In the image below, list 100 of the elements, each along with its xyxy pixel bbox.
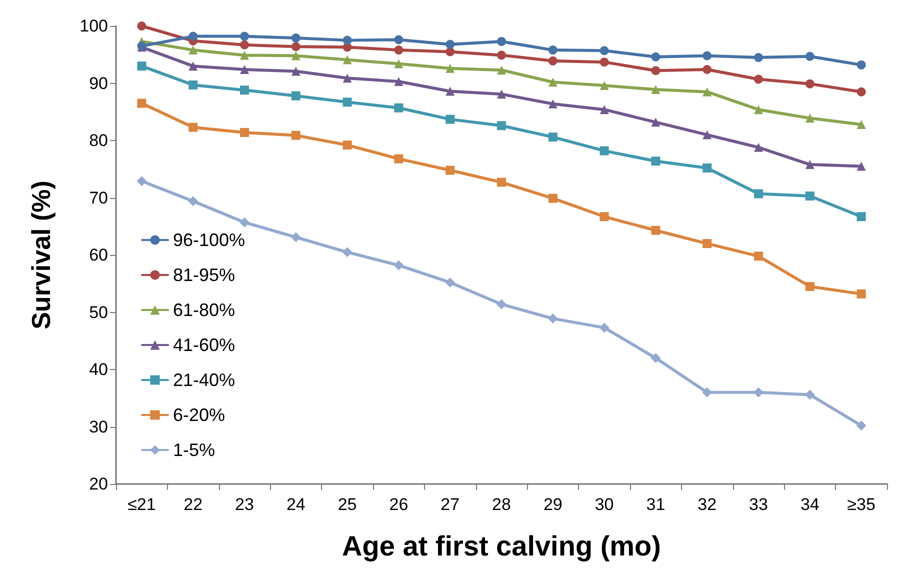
point bbox=[188, 46, 198, 55]
point bbox=[291, 91, 300, 100]
x-tick-label: ≤21 bbox=[128, 495, 156, 514]
point bbox=[754, 74, 763, 84]
point bbox=[856, 212, 866, 222]
point bbox=[754, 387, 764, 398]
point bbox=[702, 163, 712, 172]
point bbox=[497, 36, 506, 46]
point bbox=[240, 65, 249, 74]
point bbox=[702, 130, 712, 140]
point bbox=[240, 128, 249, 137]
point bbox=[394, 46, 404, 55]
point bbox=[497, 121, 506, 130]
point bbox=[342, 36, 352, 45]
point bbox=[342, 140, 352, 150]
point bbox=[394, 59, 404, 68]
x-tick-label: 22 bbox=[184, 495, 203, 514]
point bbox=[291, 42, 300, 52]
point bbox=[394, 103, 404, 112]
point bbox=[651, 52, 660, 62]
point bbox=[497, 178, 506, 187]
y-tick-label: 70 bbox=[89, 188, 108, 208]
x-tick-label: 34 bbox=[800, 495, 820, 514]
y-tick-label: 80 bbox=[89, 131, 108, 150]
point bbox=[394, 154, 404, 164]
point bbox=[548, 132, 558, 142]
point bbox=[651, 118, 660, 127]
point bbox=[394, 77, 404, 86]
y-tick-label: 50 bbox=[89, 302, 108, 322]
point bbox=[548, 56, 558, 66]
x-axis-title: Age at first calving (mo) bbox=[342, 530, 661, 562]
point bbox=[188, 122, 198, 132]
point bbox=[342, 74, 352, 83]
point bbox=[497, 66, 506, 75]
point bbox=[446, 114, 455, 124]
point bbox=[702, 239, 712, 248]
point bbox=[137, 98, 146, 108]
point bbox=[136, 176, 147, 186]
point bbox=[342, 247, 352, 258]
point bbox=[856, 420, 866, 431]
point bbox=[805, 192, 814, 201]
y-axis-title: Survival (%) bbox=[26, 180, 56, 330]
point bbox=[804, 390, 815, 400]
point bbox=[445, 277, 456, 288]
point bbox=[600, 212, 609, 222]
y-tick-label: 60 bbox=[89, 246, 108, 264]
point bbox=[805, 160, 814, 170]
x-tick-label: 30 bbox=[594, 495, 614, 514]
point bbox=[188, 62, 198, 71]
point bbox=[702, 65, 712, 74]
point bbox=[497, 90, 506, 99]
point bbox=[137, 22, 146, 30]
point bbox=[548, 78, 558, 87]
point bbox=[600, 58, 609, 67]
point bbox=[600, 81, 609, 90]
point bbox=[702, 51, 712, 60]
point bbox=[856, 289, 866, 298]
y-tick-label: 100 bbox=[80, 16, 108, 36]
point bbox=[342, 98, 352, 107]
point bbox=[600, 105, 609, 114]
point bbox=[754, 142, 763, 152]
x-tick-label: 32 bbox=[698, 495, 717, 514]
legend-label: 81-95% bbox=[173, 265, 236, 285]
y-tick-label: 40 bbox=[89, 360, 108, 379]
x-tick-label: 24 bbox=[286, 495, 306, 514]
point bbox=[856, 87, 866, 96]
x-tick-label: ≥35 bbox=[847, 495, 876, 514]
x-tick-label: 25 bbox=[338, 495, 357, 514]
y-tick-label: 30 bbox=[89, 417, 108, 436]
point bbox=[188, 80, 198, 90]
point bbox=[240, 217, 250, 228]
point bbox=[651, 66, 660, 76]
point bbox=[137, 62, 146, 71]
x-tick-label: 23 bbox=[235, 495, 254, 514]
legend-label: 41-60% bbox=[173, 335, 236, 355]
x-tick-label: 33 bbox=[749, 495, 768, 514]
x-tick-label: 26 bbox=[389, 495, 408, 514]
point bbox=[754, 52, 763, 62]
point bbox=[805, 79, 814, 88]
point bbox=[188, 196, 198, 206]
point bbox=[240, 40, 249, 50]
point bbox=[240, 50, 249, 60]
point bbox=[394, 35, 404, 44]
point bbox=[856, 162, 866, 171]
point bbox=[548, 46, 558, 55]
point bbox=[599, 322, 610, 333]
legend-label: 61-80% bbox=[173, 300, 236, 320]
point bbox=[805, 282, 814, 291]
y-tick-label: 20 bbox=[89, 474, 108, 494]
x-tick-label: 27 bbox=[440, 495, 460, 514]
legend-label: 21-40% bbox=[173, 370, 236, 390]
point bbox=[291, 51, 300, 60]
point bbox=[446, 64, 455, 73]
x-tick-label: 29 bbox=[543, 495, 562, 514]
point bbox=[702, 387, 712, 398]
point bbox=[651, 226, 660, 235]
point bbox=[702, 87, 712, 96]
point bbox=[240, 32, 249, 41]
y-tick-label: 90 bbox=[89, 74, 108, 93]
point bbox=[446, 86, 455, 96]
